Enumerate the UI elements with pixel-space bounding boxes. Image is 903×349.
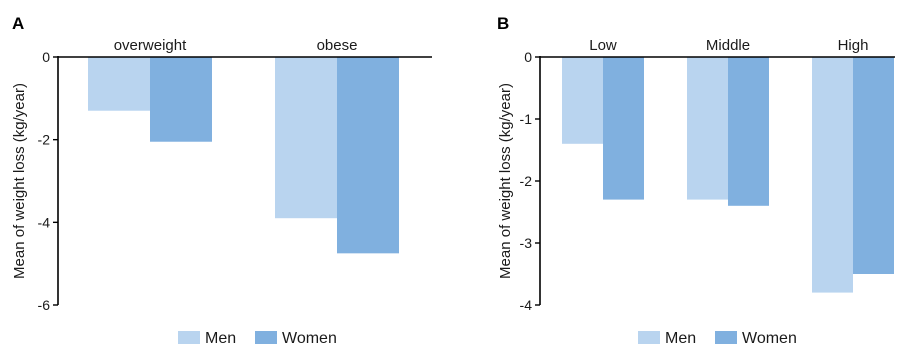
panel-a-legend-swatch-women — [255, 331, 277, 344]
panel-b-bar-men-low — [562, 57, 603, 144]
panel-a-y-axis-title: Mean of weight loss (kg/year) — [11, 83, 28, 279]
panel-b-bar-women-low — [603, 57, 644, 200]
panel-b-y-tick-label: -2 — [520, 173, 533, 189]
panel-a-y-tick-label: -4 — [38, 214, 51, 230]
panel-a-legend-swatch-men — [178, 331, 200, 344]
panel-a-label: A — [12, 14, 24, 33]
panel-b-legend-label-men: Men — [665, 330, 696, 347]
panel-b-y-axis-title: Mean of weight loss (kg/year) — [497, 83, 514, 279]
panel-a-y-tick-label: 0 — [42, 49, 50, 65]
panel-a-legend-label-men: Men — [205, 330, 236, 347]
panel-b-y-tick-label: -1 — [520, 111, 533, 127]
panel-a-y-tick-label: -2 — [38, 132, 51, 148]
panel-a-category-label: obese — [317, 37, 358, 54]
panel-b-category-label: Middle — [706, 37, 750, 54]
panel-b-bar-men-high — [812, 57, 853, 293]
panel-a-bar-men-obese — [275, 57, 337, 219]
panel-a-category-label: overweight — [114, 37, 187, 54]
panel-b-label: B — [497, 14, 509, 33]
panel-b-bar-men-middle — [687, 57, 728, 200]
panel-a-bar-women-overweight — [150, 57, 212, 142]
panel-b-category-label: Low — [589, 37, 617, 54]
panel-a-legend-label-women: Women — [282, 330, 337, 347]
panel-b-legend-label-women: Women — [742, 330, 797, 347]
panel-b-legend-swatch-men — [638, 331, 660, 344]
panel-b-legend-swatch-women — [715, 331, 737, 344]
panel-b-bar-women-middle — [728, 57, 769, 206]
panel-a-bar-men-overweight — [88, 57, 150, 111]
panel-b-y-tick-label: 0 — [524, 49, 532, 65]
panel-b-y-tick-label: -4 — [520, 297, 533, 313]
panel-b-bar-women-high — [853, 57, 894, 274]
panel-a-bar-women-obese — [337, 57, 399, 254]
panel-b-y-tick-label: -3 — [520, 235, 533, 251]
panel-a-y-tick-label: -6 — [38, 297, 51, 313]
panel-b-category-label: High — [838, 37, 869, 54]
